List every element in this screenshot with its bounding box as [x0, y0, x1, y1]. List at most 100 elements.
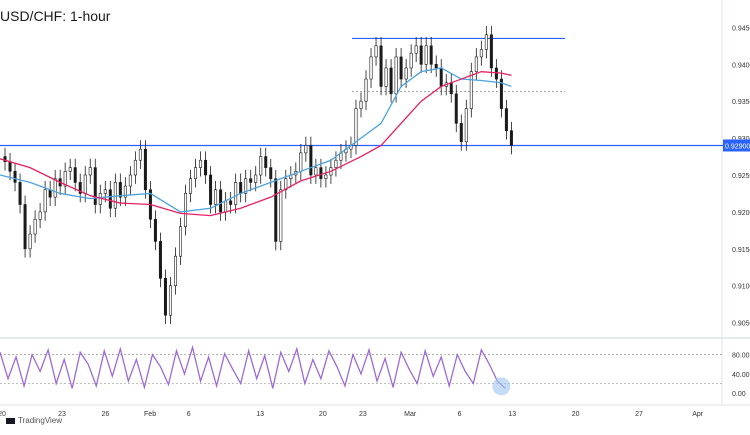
candle-body: [8, 161, 12, 172]
candle-body: [439, 67, 443, 87]
y-tick-label: 0.92500: [732, 173, 750, 180]
candle-body: [354, 108, 358, 146]
candle-body: [239, 182, 243, 194]
candle-body: [379, 45, 383, 87]
y-tick-label: 0.92000: [732, 210, 750, 217]
brand-label: TradingView: [18, 416, 63, 425]
axes-layer: 0.905000.910000.915000.920000.925000.930…: [0, 25, 750, 418]
candle-body: [474, 56, 478, 72]
x-tick-label: 6: [458, 411, 462, 418]
candle-body: [504, 108, 508, 132]
candle-body: [404, 67, 408, 80]
x-tick-label: 13: [508, 411, 516, 418]
candle-body: [299, 152, 303, 172]
candle-body: [204, 159, 208, 176]
candle-body: [143, 148, 147, 191]
x-tick-label: 20: [0, 411, 6, 418]
levels-layer: [0, 37, 750, 147]
candle-body: [244, 178, 248, 194]
x-tick-label: 26: [101, 411, 109, 418]
candle-body: [73, 167, 77, 183]
candle-body: [319, 167, 323, 179]
x-tick-label: 20: [572, 411, 580, 418]
candle-body: [63, 171, 67, 187]
candle-body: [434, 63, 438, 69]
ma-slow-line: [0, 71, 512, 217]
candle-body: [113, 182, 117, 209]
stoch-y-tick-label: 0.00: [732, 391, 746, 398]
candle-body: [23, 204, 27, 250]
candle-body: [374, 45, 378, 58]
candle-body: [128, 174, 132, 187]
candle-body: [254, 174, 258, 183]
candle-body: [229, 200, 233, 205]
candle-body: [153, 218, 157, 242]
candle-body: [43, 189, 47, 213]
candle-body: [38, 211, 42, 220]
y-tick-label: 0.91000: [732, 284, 750, 291]
stoch-y-tick-label: 40.00: [732, 372, 750, 379]
candle-body: [103, 189, 107, 194]
x-tick-label: 27: [635, 411, 643, 418]
candle-body: [279, 189, 283, 242]
candle-body: [309, 145, 313, 176]
current-price-tag: [723, 139, 750, 152]
candle-body: [264, 156, 268, 168]
candle-body: [419, 45, 423, 65]
y-tick-label: 0.94000: [732, 62, 750, 69]
candle-body: [324, 174, 328, 179]
tradingview-brand: TradingView: [6, 416, 62, 425]
candle-body: [158, 241, 162, 279]
candle-body: [464, 108, 468, 143]
candle-body: [13, 171, 17, 183]
candles-layer: [3, 25, 513, 325]
candle-body: [219, 189, 223, 213]
candle-body: [179, 226, 183, 257]
candle-body: [78, 182, 82, 194]
candle-body: [88, 167, 92, 176]
candle-body: [489, 34, 493, 69]
grid-layer: [0, 0, 750, 406]
x-tick-label: Mar: [404, 411, 417, 418]
candle-body: [314, 167, 318, 176]
chart-title: USD/CHF: 1-hour: [0, 8, 111, 24]
x-tick-label: 23: [359, 411, 367, 418]
candle-body: [384, 67, 388, 87]
candle-body: [499, 78, 503, 109]
candle-body: [214, 189, 218, 205]
stoch-line: [0, 344, 506, 390]
candle-body: [48, 189, 52, 198]
y-tick-label: 0.91500: [732, 247, 750, 254]
candle-body: [28, 233, 32, 250]
candle-body: [359, 100, 363, 109]
x-tick-label: 23: [58, 411, 66, 418]
x-tick-label: Feb: [144, 411, 156, 418]
candle-body: [83, 174, 87, 194]
x-tick-label: 13: [256, 411, 264, 418]
candle-body: [168, 285, 172, 316]
candle-body: [18, 182, 22, 205]
candle-body: [3, 156, 7, 163]
candle-body: [364, 78, 368, 102]
candle-body: [108, 189, 112, 209]
candle-body: [163, 278, 167, 316]
candle-body: [479, 49, 483, 58]
candle-body: [469, 71, 473, 109]
candle-body: [274, 178, 278, 242]
moving-averages: [0, 67, 512, 217]
candle-body: [68, 167, 72, 172]
y-tick-label: 0.94500: [732, 25, 750, 32]
current-price-label: 0.92900: [725, 143, 750, 150]
candle-body: [194, 167, 198, 179]
candle-body: [454, 93, 458, 124]
candle-body: [224, 200, 228, 213]
candle-body: [459, 123, 463, 143]
candle-body: [394, 56, 398, 95]
tradingview-logo-icon: [6, 417, 15, 424]
candle-body: [389, 67, 393, 95]
candle-body: [409, 52, 413, 69]
candle-body: [234, 182, 238, 205]
candle-body: [484, 34, 488, 50]
